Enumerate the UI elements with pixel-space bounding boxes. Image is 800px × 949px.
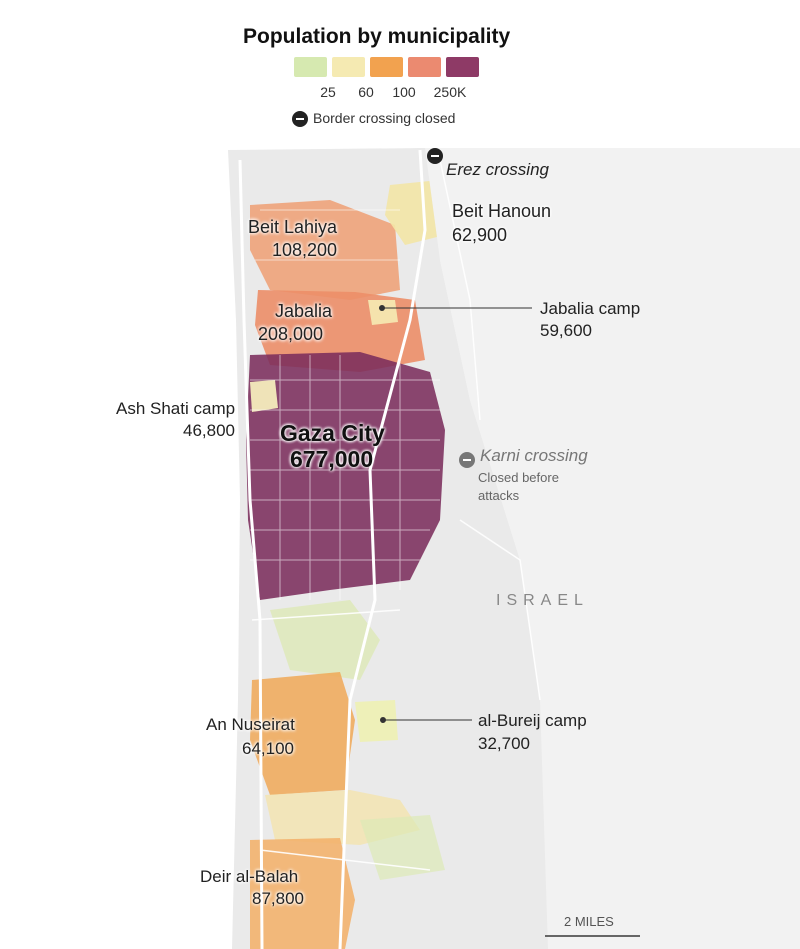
coastal-road [238,159,264,949]
jabalia-camp-name: Jabalia camp [540,299,641,318]
legend-tick-100: 100 [392,84,416,100]
ash-shati-population: 46,800 [183,421,235,440]
israel-label: ISRAEL [496,592,589,609]
deir-al-balah-name: Deir al-Balah [200,867,299,886]
nuseirat-name: An Nuseirat [206,715,295,734]
nuseirat-area [250,672,355,795]
gaza-city-population: 677,000 [290,446,374,472]
legend-tick-25: 25 [320,84,336,100]
beit-hanoun-area [385,180,445,245]
bureij-name: al-Bureij camp [478,711,587,730]
beit-hanoun-name: Beit Hanoun [452,201,552,221]
jabalia-camp-area [368,300,398,325]
karni-crossing-icon [459,452,475,468]
karni-crossing-label: Karni crossing [480,446,588,465]
bureij-population: 32,700 [478,734,530,753]
scale-bar-label: 2 MILES [564,914,614,929]
border-closed-label: Border crossing closed [313,110,456,126]
erez-crossing-label: Erez crossing [446,160,549,179]
minus-circle-icon [292,111,308,127]
jabalia-population: 208,000 [258,324,324,344]
jabalia-camp-population: 59,600 [540,321,592,340]
legend-title: Population by municipality [243,25,511,48]
bureij-area [355,700,398,742]
gaza-city-area [246,352,445,600]
legend-swatch-2 [332,57,365,77]
karni-note-line-2: attacks [478,488,520,503]
karni-note-line-1: Closed before [478,470,559,485]
salah-al-din-road [338,149,427,949]
beit-hanoun-population: 62,900 [452,225,508,245]
jabalia-name: Jabalia [275,301,333,321]
ash-shati-name: Ash Shati camp [116,399,236,418]
erez-crossing-icon [427,148,443,164]
legend-swatch-4 [408,57,441,77]
legend-tick-250k: 250K [433,84,467,100]
ash-shati-area [250,380,278,412]
beit-lahiya-population: 108,200 [272,240,338,260]
israel-land [415,148,800,949]
gaza-city-name: Gaza City [280,420,385,446]
legend-swatch-3 [370,57,403,77]
deir-al-balah-area [250,838,355,949]
legend-tick-60: 60 [358,84,374,100]
legend-swatch-5 [446,57,479,77]
beit-lahiya-name: Beit Lahiya [248,217,338,237]
nuseirat-population: 64,100 [242,739,294,758]
deir-al-balah-population: 87,800 [252,889,304,908]
legend-swatch-1 [294,57,327,77]
beit-lahiya-area [250,200,400,300]
middle-sparse-area [270,600,380,680]
